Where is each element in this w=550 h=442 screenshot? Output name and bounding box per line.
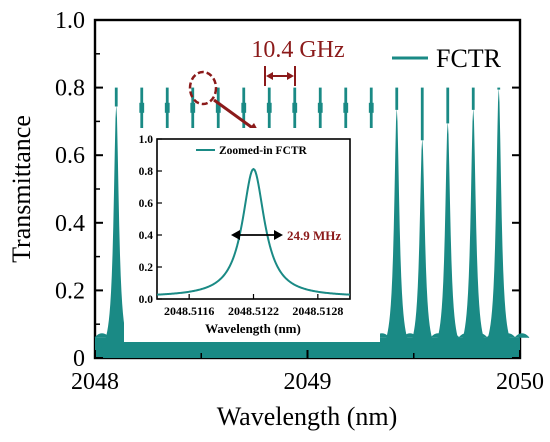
fctr-peak-mark	[241, 102, 247, 113]
inset-y-tick-label: 0.8	[139, 166, 154, 178]
zoom-marker	[188, 70, 260, 134]
spacing-annotation: 10.4 GHz	[251, 37, 345, 86]
x-axis-label: Wavelength (nm)	[217, 402, 398, 431]
inset-y-tick-label: 0.4	[139, 230, 154, 242]
fctr-peak	[170, 341, 216, 358]
legend-label: FCTR	[436, 44, 502, 73]
fctr-peak-mark	[368, 102, 374, 113]
fctr-peak	[450, 107, 496, 358]
inset-y-tick-label: 0.0	[139, 294, 154, 306]
spacing-arrowhead-left	[266, 72, 273, 80]
fctr-peak	[297, 341, 343, 358]
fctr-peak-spike	[497, 87, 501, 90]
fctr-peak-spike	[420, 87, 424, 141]
fctr-peak-mark	[292, 102, 298, 113]
fctr-peak	[119, 341, 165, 358]
inset-x-axis-label: Wavelength (nm)	[205, 321, 301, 336]
fctr-peak	[476, 87, 522, 358]
zoom-ellipse	[188, 70, 218, 106]
fctr-peak	[374, 107, 420, 358]
x-tick-label: 2049	[284, 369, 332, 395]
y-axis-ticks: 0 0.2 0.4 0.6 0.8 1.0	[55, 8, 520, 372]
inset-legend-label: Zoomed-in FCTR	[219, 145, 308, 157]
fctr-peak-mark	[164, 102, 170, 113]
zoomed-fctr-curve	[156, 167, 351, 296]
fctr-peak-spike	[446, 87, 450, 124]
legend: FCTR	[392, 44, 502, 73]
inset-x-axis-ticks: 2048.5116 2048.5122 2048.5128	[164, 294, 343, 318]
y-tick-label: 0.8	[55, 76, 85, 102]
fwhm-annotation: 24.9 MHz	[231, 228, 341, 243]
x-tick-label: 2048	[71, 369, 119, 395]
y-tick-label: 0.4	[55, 211, 85, 237]
inset-legend: Zoomed-in FCTR	[196, 145, 308, 157]
inset-y-tick-label: 0.2	[139, 262, 154, 274]
inset-plot: 0.00.20.40.60.81.0 2048.5116 2048.5122 204…	[124, 128, 380, 342]
fctr-peak	[425, 121, 471, 359]
inset-y-tick-label: 1.0	[139, 134, 154, 146]
inset-y-axis-ticks: 0.0 0.2 0.4 0.6 0.8 1.0	[139, 134, 162, 306]
fctr-peak	[399, 138, 445, 358]
zoom-pointer	[213, 98, 255, 131]
fctr-peak	[348, 341, 394, 358]
inset-y-tick-label: 0.6	[139, 198, 154, 210]
fctr-peak	[93, 104, 139, 358]
fctr-peak-mark	[343, 102, 349, 113]
spacing-label: 10.4 GHz	[251, 37, 344, 63]
fctr-peak	[144, 341, 190, 358]
fctr-peak-spike	[114, 87, 118, 107]
inset-x-tick-label: 2048.5116	[164, 304, 214, 318]
fctr-peak-mark	[215, 102, 221, 113]
x-axis-ticks: 2048 2049 2050	[71, 350, 544, 395]
fwhm-label: 24.9 MHz	[287, 228, 341, 243]
y-tick-label: 0	[73, 346, 85, 372]
inset-x-tick-label: 2048.5122	[228, 304, 279, 318]
fctr-peak	[221, 341, 267, 358]
fctr-peak-spike	[395, 87, 399, 110]
fctr-peak	[323, 341, 369, 358]
x-tick-label: 2050	[496, 369, 544, 395]
fctr-peak	[195, 341, 241, 358]
fctr-peak	[272, 341, 318, 358]
spacing-arrowhead-right	[287, 72, 294, 80]
fwhm-arrowhead-left	[231, 230, 240, 240]
y-tick-label: 1.0	[55, 8, 85, 34]
inset-x-tick-label: 2048.5128	[292, 304, 343, 318]
fctr-peak-mark	[266, 102, 272, 113]
fctr-peak-mark	[317, 102, 323, 113]
fctr-peak-spike	[471, 87, 475, 110]
fctr-peak	[246, 341, 292, 358]
fctr-peak-mark	[139, 102, 145, 113]
y-tick-label: 0.6	[55, 143, 85, 169]
y-tick-label: 0.2	[55, 278, 85, 304]
fwhm-arrowhead-right	[274, 230, 283, 240]
fctr-peak-mark	[190, 102, 196, 113]
y-axis-label: Transmittance	[7, 115, 36, 263]
